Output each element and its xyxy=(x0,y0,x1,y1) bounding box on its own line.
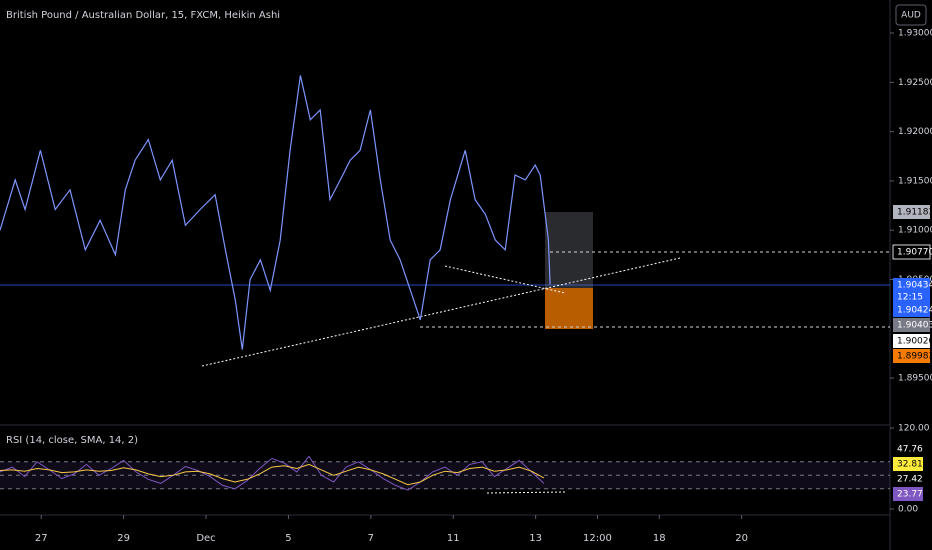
price-line xyxy=(0,75,551,350)
position-stop xyxy=(545,288,593,329)
price-label-box xyxy=(893,318,930,332)
value-label-box xyxy=(893,457,923,471)
x-tick-label: 5 xyxy=(285,533,291,544)
y-tick-label: 120.00 xyxy=(898,424,930,434)
x-tick-label: 18 xyxy=(653,533,666,544)
price-label: 12:15 xyxy=(897,293,923,303)
price-label-box xyxy=(893,205,930,219)
price-label: 1.90770 xyxy=(897,248,932,258)
y-tick-label: 1.91500 xyxy=(898,176,932,186)
chart-title: British Pound / Australian Dollar, 15, F… xyxy=(6,10,280,21)
rsi-line xyxy=(0,463,545,486)
price-label: 1.90434 xyxy=(897,281,932,291)
y-tick-label: 1.92000 xyxy=(898,127,932,137)
x-tick-label: 11 xyxy=(447,533,460,544)
trendline xyxy=(201,257,681,367)
currency-button[interactable] xyxy=(895,4,927,26)
x-tick-label: 13 xyxy=(529,533,542,544)
currency-button-label[interactable]: AUD xyxy=(901,11,921,21)
x-tick-label: 27 xyxy=(35,533,48,544)
price-label-box xyxy=(893,303,930,317)
price-label-box xyxy=(892,244,931,260)
value-label: 32.81 xyxy=(897,460,923,470)
value-label: 47.76 xyxy=(897,445,923,455)
y-tick-label: 1.91000 xyxy=(898,226,932,236)
value-label-box xyxy=(893,472,923,486)
x-tick-label: 29 xyxy=(117,533,130,544)
y-tick-label: 1.93000 xyxy=(898,29,932,39)
value-label-box xyxy=(893,442,923,456)
price-label: 1.90403 xyxy=(897,321,932,331)
price-label-box xyxy=(893,334,930,348)
indicator-title: RSI (14, close, SMA, 14, 2) xyxy=(6,435,138,446)
price-label: 1.89983 xyxy=(897,352,932,362)
price-label-box xyxy=(893,349,930,363)
value-label: 23.77 xyxy=(897,490,923,500)
price-label-box xyxy=(893,278,930,292)
x-tick-label: 12:00 xyxy=(583,533,612,544)
value-label: 27.42 xyxy=(897,475,923,485)
x-tick-label: 20 xyxy=(735,533,748,544)
trendline xyxy=(444,265,566,294)
y-tick-label: 0.00 xyxy=(898,505,918,515)
price-label: 1.91183 xyxy=(897,208,932,218)
x-tick-label: 7 xyxy=(368,533,374,544)
position-target xyxy=(545,212,593,288)
price-label: 1.90020 xyxy=(897,337,932,347)
price-label: 1.90424 xyxy=(897,306,932,316)
value-label-box xyxy=(893,487,923,501)
y-tick-label: 1.92500 xyxy=(898,78,932,88)
rsi-band xyxy=(0,462,890,489)
x-tick-label: Dec xyxy=(196,533,215,544)
y-tick-label: 1.89500 xyxy=(898,374,932,384)
trendline xyxy=(486,491,566,494)
price-label-box xyxy=(893,290,930,304)
